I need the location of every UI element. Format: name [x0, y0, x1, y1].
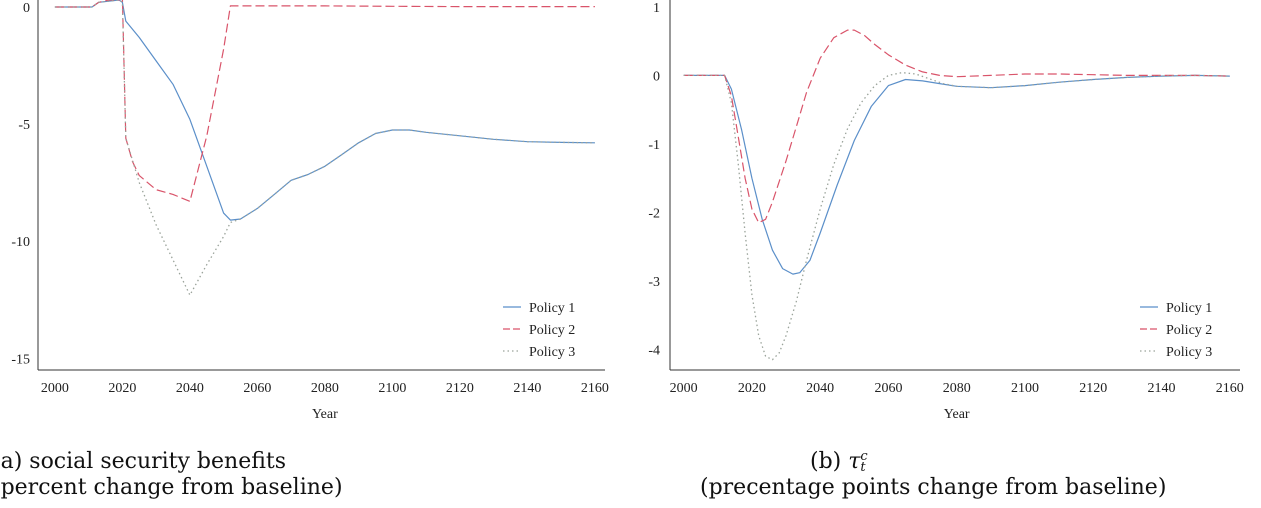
- x-tick-label: 2020: [738, 381, 766, 396]
- x-tick-label: 2060: [874, 381, 902, 396]
- x-tick-label: 2160: [1216, 381, 1244, 396]
- legend-label-policy-2: Policy 2: [1166, 323, 1212, 338]
- x-tick-label: 2000: [41, 381, 69, 396]
- x-tick-label: 2100: [378, 381, 406, 396]
- caption-b-line2: (precentage points change from baseline): [700, 475, 1167, 500]
- x-tick-label: 2080: [943, 381, 971, 396]
- caption-a-line2: (percent change from baseline): [0, 475, 343, 500]
- series-line-policy-2: [54, 0, 595, 202]
- caption-b-tau-sup: c: [860, 449, 868, 464]
- caption-b-label: (b): [810, 449, 842, 474]
- legend-label-policy-2: Policy 2: [529, 323, 575, 338]
- series-line-policy-3: [683, 71, 1230, 361]
- y-tick-label: 0: [23, 1, 30, 16]
- y-tick-label: -3: [648, 275, 660, 290]
- x-tick-label: 2160: [581, 381, 609, 396]
- y-tick-label: 1: [653, 1, 660, 16]
- x-axis-label: Year: [944, 407, 970, 422]
- y-tick-label: 0: [653, 69, 660, 84]
- legend-label-policy-1: Policy 1: [529, 301, 575, 316]
- series-line-policy-1: [54, 0, 595, 221]
- y-tick-label: -2: [648, 206, 660, 221]
- x-tick-label: 2020: [108, 381, 136, 396]
- x-tick-label: 2120: [446, 381, 474, 396]
- x-tick-label: 2100: [1011, 381, 1039, 396]
- series-line-policy-3: [54, 0, 595, 296]
- x-tick-label: 2000: [670, 381, 698, 396]
- y-tick-label: -4: [648, 343, 660, 358]
- y-tick-label: -5: [18, 118, 30, 133]
- y-tick-label: -15: [11, 352, 30, 367]
- x-tick-label: 2140: [1147, 381, 1175, 396]
- x-tick-label: 2040: [806, 381, 834, 396]
- caption-a-line1: (a) social security benefits: [0, 449, 287, 474]
- legend-label-policy-3: Policy 3: [529, 345, 575, 360]
- legend-label-policy-3: Policy 3: [1166, 345, 1212, 360]
- x-tick-label: 2120: [1079, 381, 1107, 396]
- x-axis-label: Year: [312, 407, 338, 422]
- series-line-policy-1: [683, 74, 1230, 275]
- x-tick-label: 2080: [311, 381, 339, 396]
- y-tick-label: -1: [648, 138, 660, 153]
- chart-panel-b: 2000 2020 2040 2060 2080 2100 2120 2140 2160 1 0 -1…: [648, 0, 1244, 422]
- caption-b-tau: τ: [848, 449, 861, 474]
- legend-label-policy-1: Policy 1: [1166, 301, 1212, 316]
- y-tick-label: -10: [11, 235, 30, 250]
- x-tick-label: 2060: [243, 381, 271, 396]
- caption-a: (a) social security benefits (percent ch…: [0, 449, 343, 501]
- chart-panel-a: 2000 2020 2040 2060 2080 2100 2120 2140 2160 0 -5 -…: [11, 0, 609, 422]
- x-tick-label: 2140: [513, 381, 541, 396]
- x-tick-label: 2040: [176, 381, 204, 396]
- caption-b-tau-sub: t: [860, 460, 866, 475]
- series-line-policy-2: [683, 29, 1230, 224]
